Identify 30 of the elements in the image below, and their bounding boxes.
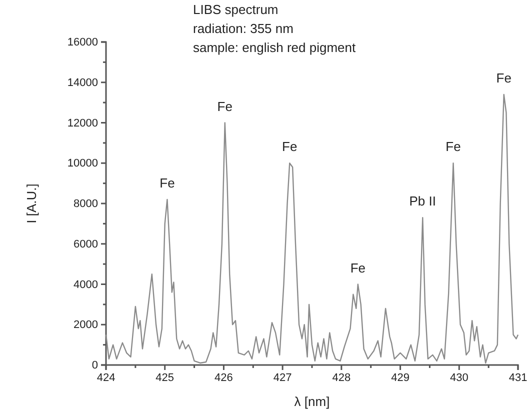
x-tick-label: 430 (450, 372, 468, 384)
text: LIBS spectrum (193, 2, 278, 17)
annotation: sample: english red pigment (193, 40, 356, 55)
annotation: Fe (350, 260, 366, 276)
x-tick-label: 425 (156, 372, 174, 384)
text: radiation: 355 nm (193, 21, 294, 36)
y-tick-label: 10000 (67, 158, 98, 170)
x-tick-label: 424 (96, 372, 116, 384)
y-tick-label: 0 (92, 360, 98, 372)
y-tick-label: 8000 (74, 198, 98, 210)
annotation: Fe (217, 98, 232, 114)
x-tick-label: 426 (214, 372, 233, 384)
annotation: Pb II (409, 194, 436, 209)
annotation: Fe (282, 139, 298, 154)
x-tick-label: 428 (332, 372, 351, 384)
x-axis-title: λ [nm] (294, 394, 330, 409)
line-series (105, 94, 519, 364)
annotation: Fe (496, 70, 512, 86)
y-axis-title: I [A.U.] (24, 184, 39, 224)
x-tick-label: 429 (391, 372, 410, 384)
x-tick-label: 431 (508, 372, 528, 384)
y-tick-label: 6000 (74, 238, 98, 250)
y-tick-label: 14000 (67, 76, 98, 89)
annotation: Fe (160, 175, 175, 190)
y-tick-label: 2000 (74, 319, 98, 332)
x-tick-label: 427 (273, 372, 292, 384)
annotation: Fe (446, 139, 461, 154)
y-tick-label: 16000 (67, 36, 98, 49)
y-tick-label: 4000 (74, 278, 98, 291)
y-tick-label: 12000 (67, 117, 98, 130)
